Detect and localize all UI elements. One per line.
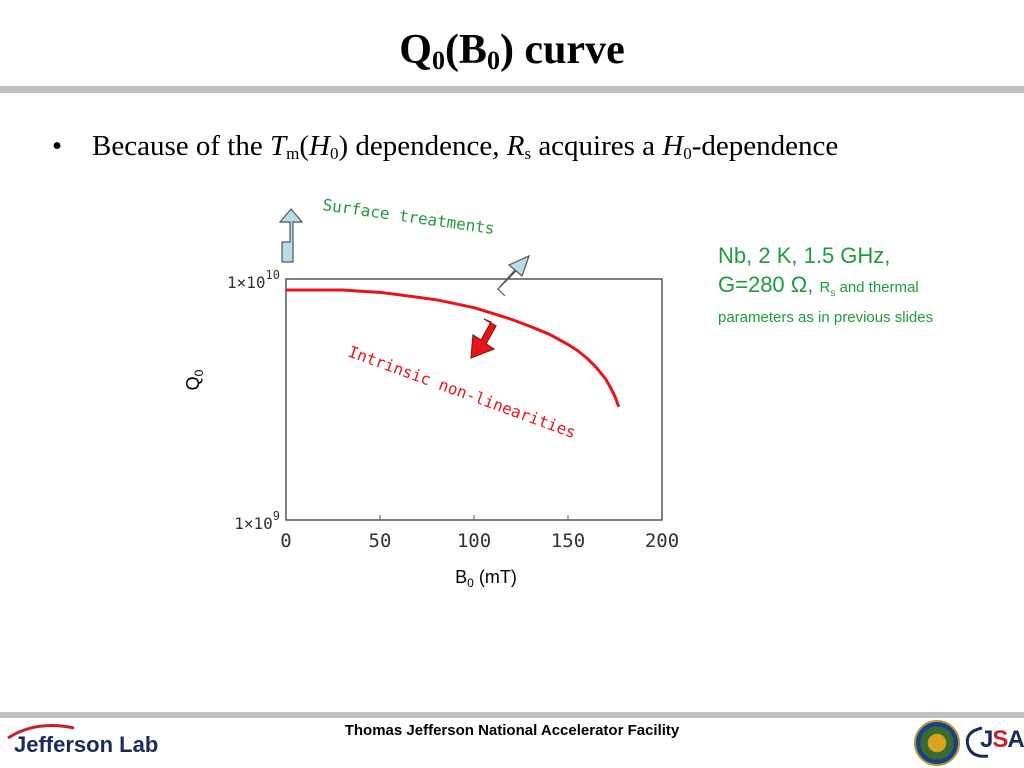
jefferson-lab-swoosh-icon xyxy=(7,724,75,740)
y-axis-label: Q0 xyxy=(183,369,206,390)
y-tick-marks xyxy=(286,278,291,521)
y-tick-label: 1×1010 xyxy=(227,268,280,292)
x-tick-labels: 0 50 100 150 200 xyxy=(280,530,679,552)
footer-divider xyxy=(0,712,1024,718)
q0-curve xyxy=(286,288,621,408)
x-tick-label: 150 xyxy=(551,530,585,552)
x-tick-label: 50 xyxy=(369,530,392,552)
down-arrow-icon xyxy=(470,318,497,359)
jsa-wordmark: JSA xyxy=(980,726,1024,753)
jsa-logo: JSA xyxy=(960,722,1024,762)
x-tick-label: 0 xyxy=(280,530,291,552)
jsa-swirl-icon xyxy=(965,726,989,758)
x-tick-label: 100 xyxy=(457,530,491,552)
x-axis-label: B0 (mT) xyxy=(455,567,517,590)
surface-treatments-label: Surface treatments xyxy=(321,195,495,238)
x-tick-marks xyxy=(285,515,663,520)
slide-title: Q0(B0) curve xyxy=(399,27,625,75)
doe-seal-icon xyxy=(914,720,960,766)
jefferson-lab-logo: Jefferson Lab xyxy=(6,722,176,766)
parameters-line-1: Nb, 2 K, 1.5 GHz, xyxy=(718,243,891,268)
title-divider xyxy=(0,86,1024,93)
y-tick-labels: 1×1010 1×109 xyxy=(227,268,280,533)
diagonal-up-arrow-icon xyxy=(497,254,531,297)
intrinsic-nonlinearities-label: Intrinsic non-linearities xyxy=(346,342,579,442)
x-tick-label: 200 xyxy=(645,530,679,552)
parameters-line-3: parameters as in previous slides xyxy=(718,309,934,326)
parameters-note: Nb, 2 K, 1.5 GHz, G=280 Ω, Rs and therma… xyxy=(718,241,1018,328)
parameters-line-2: G=280 Ω, Rs and thermal xyxy=(718,272,919,299)
footer-title: Thomas Jefferson National Accelerator Fa… xyxy=(344,722,680,739)
jefferson-lab-wordmark: Jefferson Lab xyxy=(14,732,159,757)
bullet-text: • Because of the Tm(H0) dependence, Rs ac… xyxy=(52,130,839,163)
bullet-marker: • xyxy=(52,130,63,162)
y-tick-label: 1×109 xyxy=(234,509,280,533)
up-arrow-icon xyxy=(278,208,304,263)
